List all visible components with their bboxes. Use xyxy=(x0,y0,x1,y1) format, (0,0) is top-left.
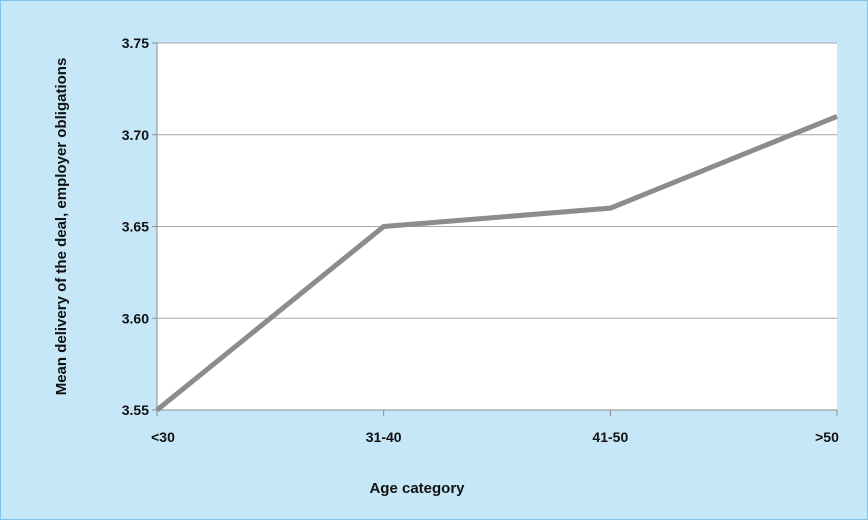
y-tick-label: 3.70 xyxy=(122,127,149,143)
x-tick-label: 31-40 xyxy=(366,429,402,445)
x-tick-label: 41-50 xyxy=(592,429,628,445)
series-layer xyxy=(155,114,838,412)
grid-lines xyxy=(157,42,837,319)
y-axis-title: Mean delivery of the deal, employer obli… xyxy=(53,58,70,396)
y-tick-label: 3.55 xyxy=(122,402,149,418)
x-tick-label: >50 xyxy=(815,429,839,445)
x-axis-title: Age category xyxy=(369,480,465,497)
y-tick-label: 3.75 xyxy=(122,35,149,51)
x-tick-labels: <30 31-40 41-50 >50 xyxy=(151,410,839,445)
series-line xyxy=(155,114,838,412)
y-tick-labels: 3.55 3.60 3.65 3.70 3.75 xyxy=(122,35,157,418)
x-tick-label: <30 xyxy=(151,429,175,445)
y-tick-label: 3.65 xyxy=(122,219,149,235)
y-tick-label: 3.60 xyxy=(122,310,149,326)
